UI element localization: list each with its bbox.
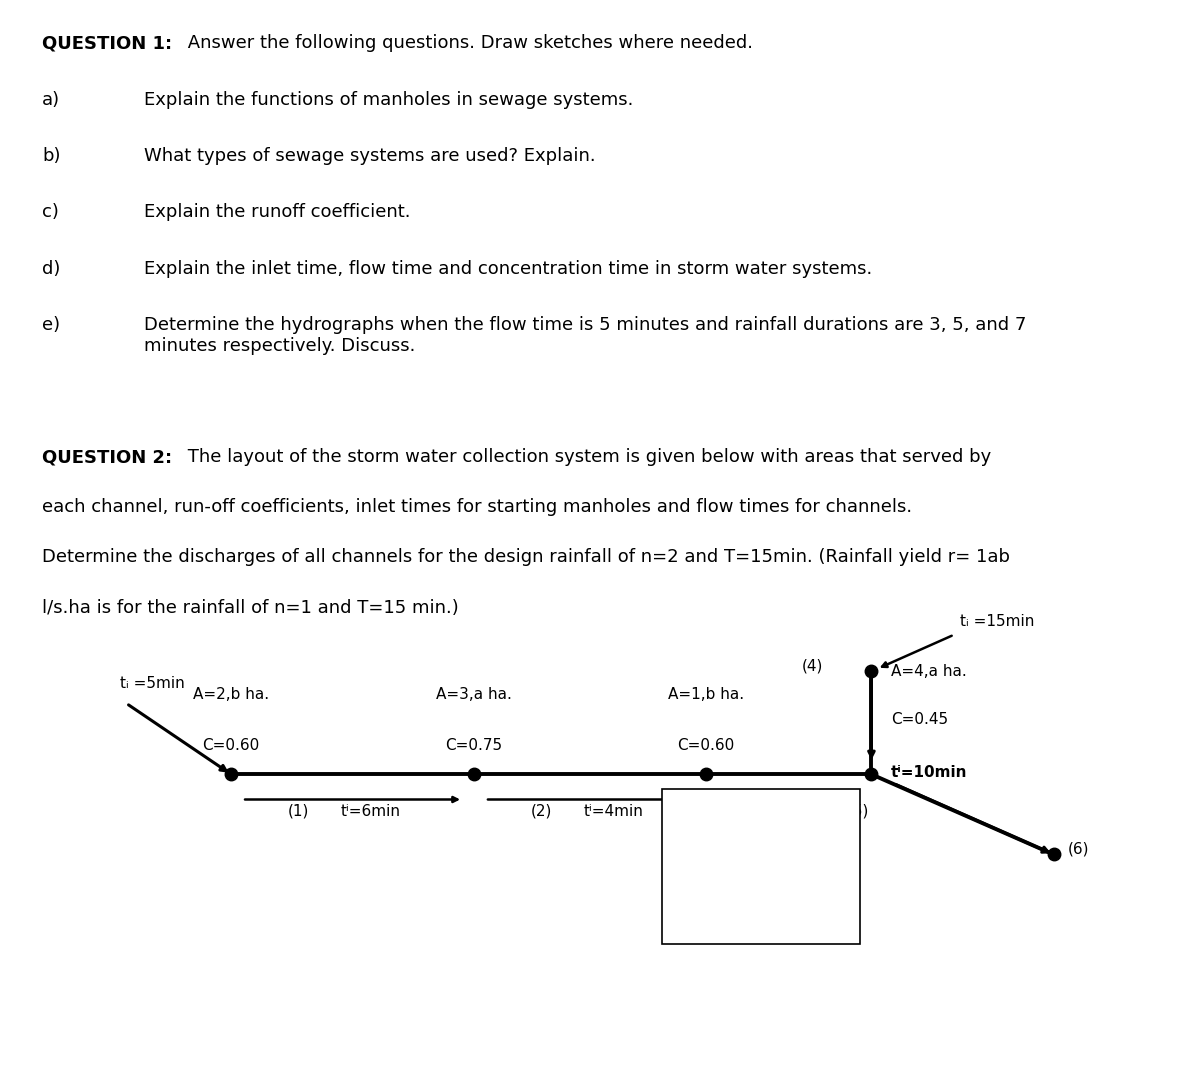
Text: tⁱ=10min: tⁱ=10min — [890, 766, 967, 781]
Text: QUESTION 2:: QUESTION 2: — [42, 448, 172, 466]
Text: C=0.50: C=0.50 — [676, 839, 733, 854]
Text: What types of sewage systems are used? Explain.: What types of sewage systems are used? E… — [144, 147, 595, 165]
Text: A=3,a ha.: A=3,a ha. — [436, 687, 512, 702]
Text: tᵢ =15min: tᵢ =15min — [960, 615, 1034, 629]
Text: (1): (1) — [288, 804, 310, 819]
Text: Answer the following questions. Draw sketches where needed.: Answer the following questions. Draw ske… — [182, 34, 754, 52]
Text: l/s.ha is for the rainfall of n=1 and T=15 min.): l/s.ha is for the rainfall of n=1 and T=… — [42, 599, 458, 617]
Text: Explain the functions of manholes in sewage systems.: Explain the functions of manholes in sew… — [144, 91, 634, 109]
Text: c): c) — [42, 203, 59, 222]
Text: C=0.60: C=0.60 — [203, 738, 259, 753]
Text: (3) tⁱ=3min: (3) tⁱ=3min — [679, 804, 766, 819]
Text: C=0.45: C=0.45 — [890, 712, 948, 727]
Text: The layout of the storm water collection system is given below with areas that s: The layout of the storm water collection… — [182, 448, 991, 466]
Text: C=0.60: C=0.60 — [677, 738, 734, 753]
Text: A=1,b ha.: A=1,b ha. — [667, 687, 744, 702]
Text: A=4,a ha.: A=4,a ha. — [890, 665, 966, 679]
Text: Determine the discharges of all channels for the design rainfall of n=2 and T=15: Determine the discharges of all channels… — [42, 548, 1010, 567]
Text: tⁱ =3min: tⁱ =3min — [676, 885, 748, 900]
Text: (5): (5) — [847, 804, 869, 819]
Text: tⁱ=4min: tⁱ=4min — [584, 804, 644, 819]
Text: e): e) — [42, 316, 60, 334]
Text: Determine the hydrographs when the flow time is 5 minutes and rainfall durations: Determine the hydrographs when the flow … — [144, 316, 1026, 355]
Text: QUESTION 1:: QUESTION 1: — [42, 34, 172, 52]
Text: (6): (6) — [1068, 841, 1090, 856]
Text: Explain the inlet time, flow time and concentration time in storm water systems.: Explain the inlet time, flow time and co… — [144, 260, 872, 278]
Text: tᵢ =5min: tᵢ =5min — [120, 675, 185, 690]
Text: tⁱ=6min: tⁱ=6min — [341, 804, 401, 819]
Text: each channel, run-off coefficients, inlet times for starting manholes and flow t: each channel, run-off coefficients, inle… — [42, 498, 912, 517]
Text: Explain the runoff coefficient.: Explain the runoff coefficient. — [144, 203, 410, 222]
Bar — [661, 789, 859, 944]
Text: A=2,b ha.: A=2,b ha. — [193, 687, 269, 702]
Text: A=2,b ha: A=2,b ha — [676, 794, 748, 809]
Text: (4): (4) — [802, 658, 823, 673]
Text: C=0.75: C=0.75 — [445, 738, 503, 753]
Text: (2): (2) — [532, 804, 553, 819]
Text: d): d) — [42, 260, 60, 278]
Text: a): a) — [42, 91, 60, 109]
Text: b): b) — [42, 147, 60, 165]
